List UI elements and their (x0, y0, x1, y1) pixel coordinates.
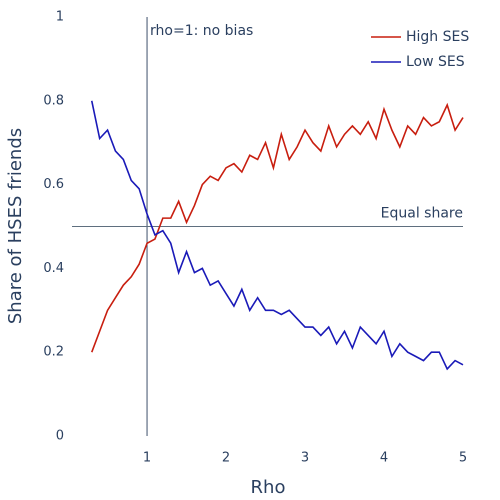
legend-label: Low SES (406, 54, 465, 70)
y-axis-title: Share of HSES friends (5, 128, 26, 324)
y-tick-label: 0 (56, 429, 64, 444)
y-tick-label: 0.8 (43, 93, 64, 108)
x-tick-label: 3 (301, 451, 309, 466)
x-tick-label: 4 (380, 451, 388, 466)
y-tick-label: 0.2 (43, 345, 64, 360)
y-tick-label: 0.6 (43, 177, 64, 192)
x-axis-title: Rho (251, 477, 286, 498)
annotation: Equal share (381, 206, 463, 222)
legend-label: High SES (406, 29, 469, 45)
y-tick-label: 1 (56, 10, 64, 25)
data-line (90, 100, 464, 371)
data-line (90, 102, 464, 353)
x-tick-label: 1 (143, 451, 151, 466)
annotation: rho=1: no bias (150, 23, 253, 39)
x-tick-label: 2 (222, 451, 230, 466)
x-tick-label: 5 (459, 451, 467, 466)
y-tick-label: 0.4 (43, 261, 64, 276)
